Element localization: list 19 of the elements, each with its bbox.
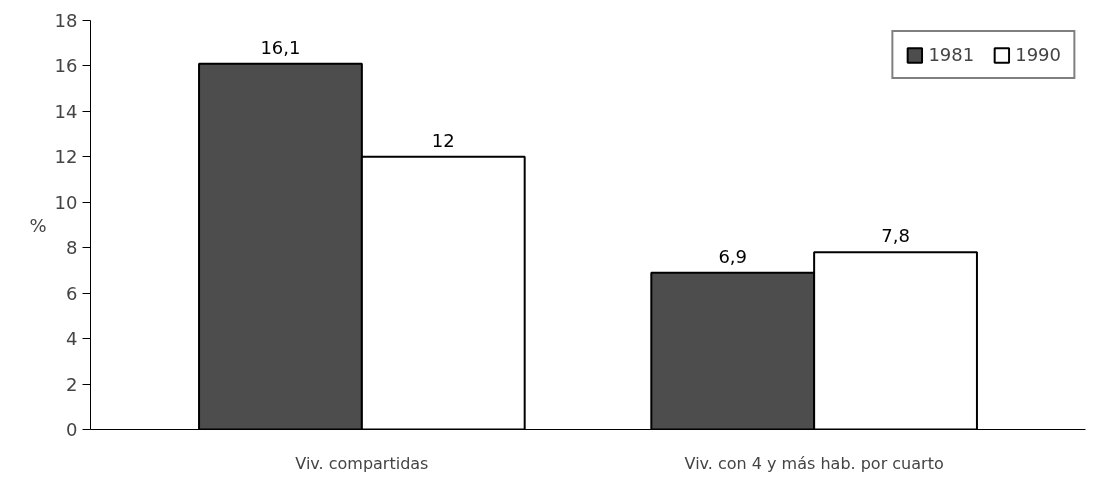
y-tick-label: 8 (66, 237, 78, 259)
legend-label: 1990 (1015, 44, 1061, 65)
y-tick-label: 14 (54, 100, 78, 122)
data-label: 16,1 (260, 36, 301, 58)
y-tick-label: 4 (66, 328, 78, 350)
y-tick-label: 16 (54, 55, 78, 77)
y-tick-label: 0 (66, 419, 78, 440)
y-tick-label: 18 (54, 10, 78, 31)
x-tick-label: Viv. con 4 y más hab. por cuarto (684, 453, 944, 473)
y-tick-label: 10 (54, 191, 78, 213)
y-tick-label: 12 (54, 146, 78, 168)
data-label: 6,9 (718, 245, 748, 267)
y-axis-title: % (29, 214, 47, 236)
legend-label: 1981 (928, 44, 975, 65)
x-tick-label: Viv. compartidas (295, 453, 429, 473)
y-tick-label: 2 (66, 373, 78, 395)
y-tick-label: 6 (66, 282, 78, 304)
data-label: 7,8 (881, 225, 910, 247)
data-label: 12 (431, 129, 455, 151)
